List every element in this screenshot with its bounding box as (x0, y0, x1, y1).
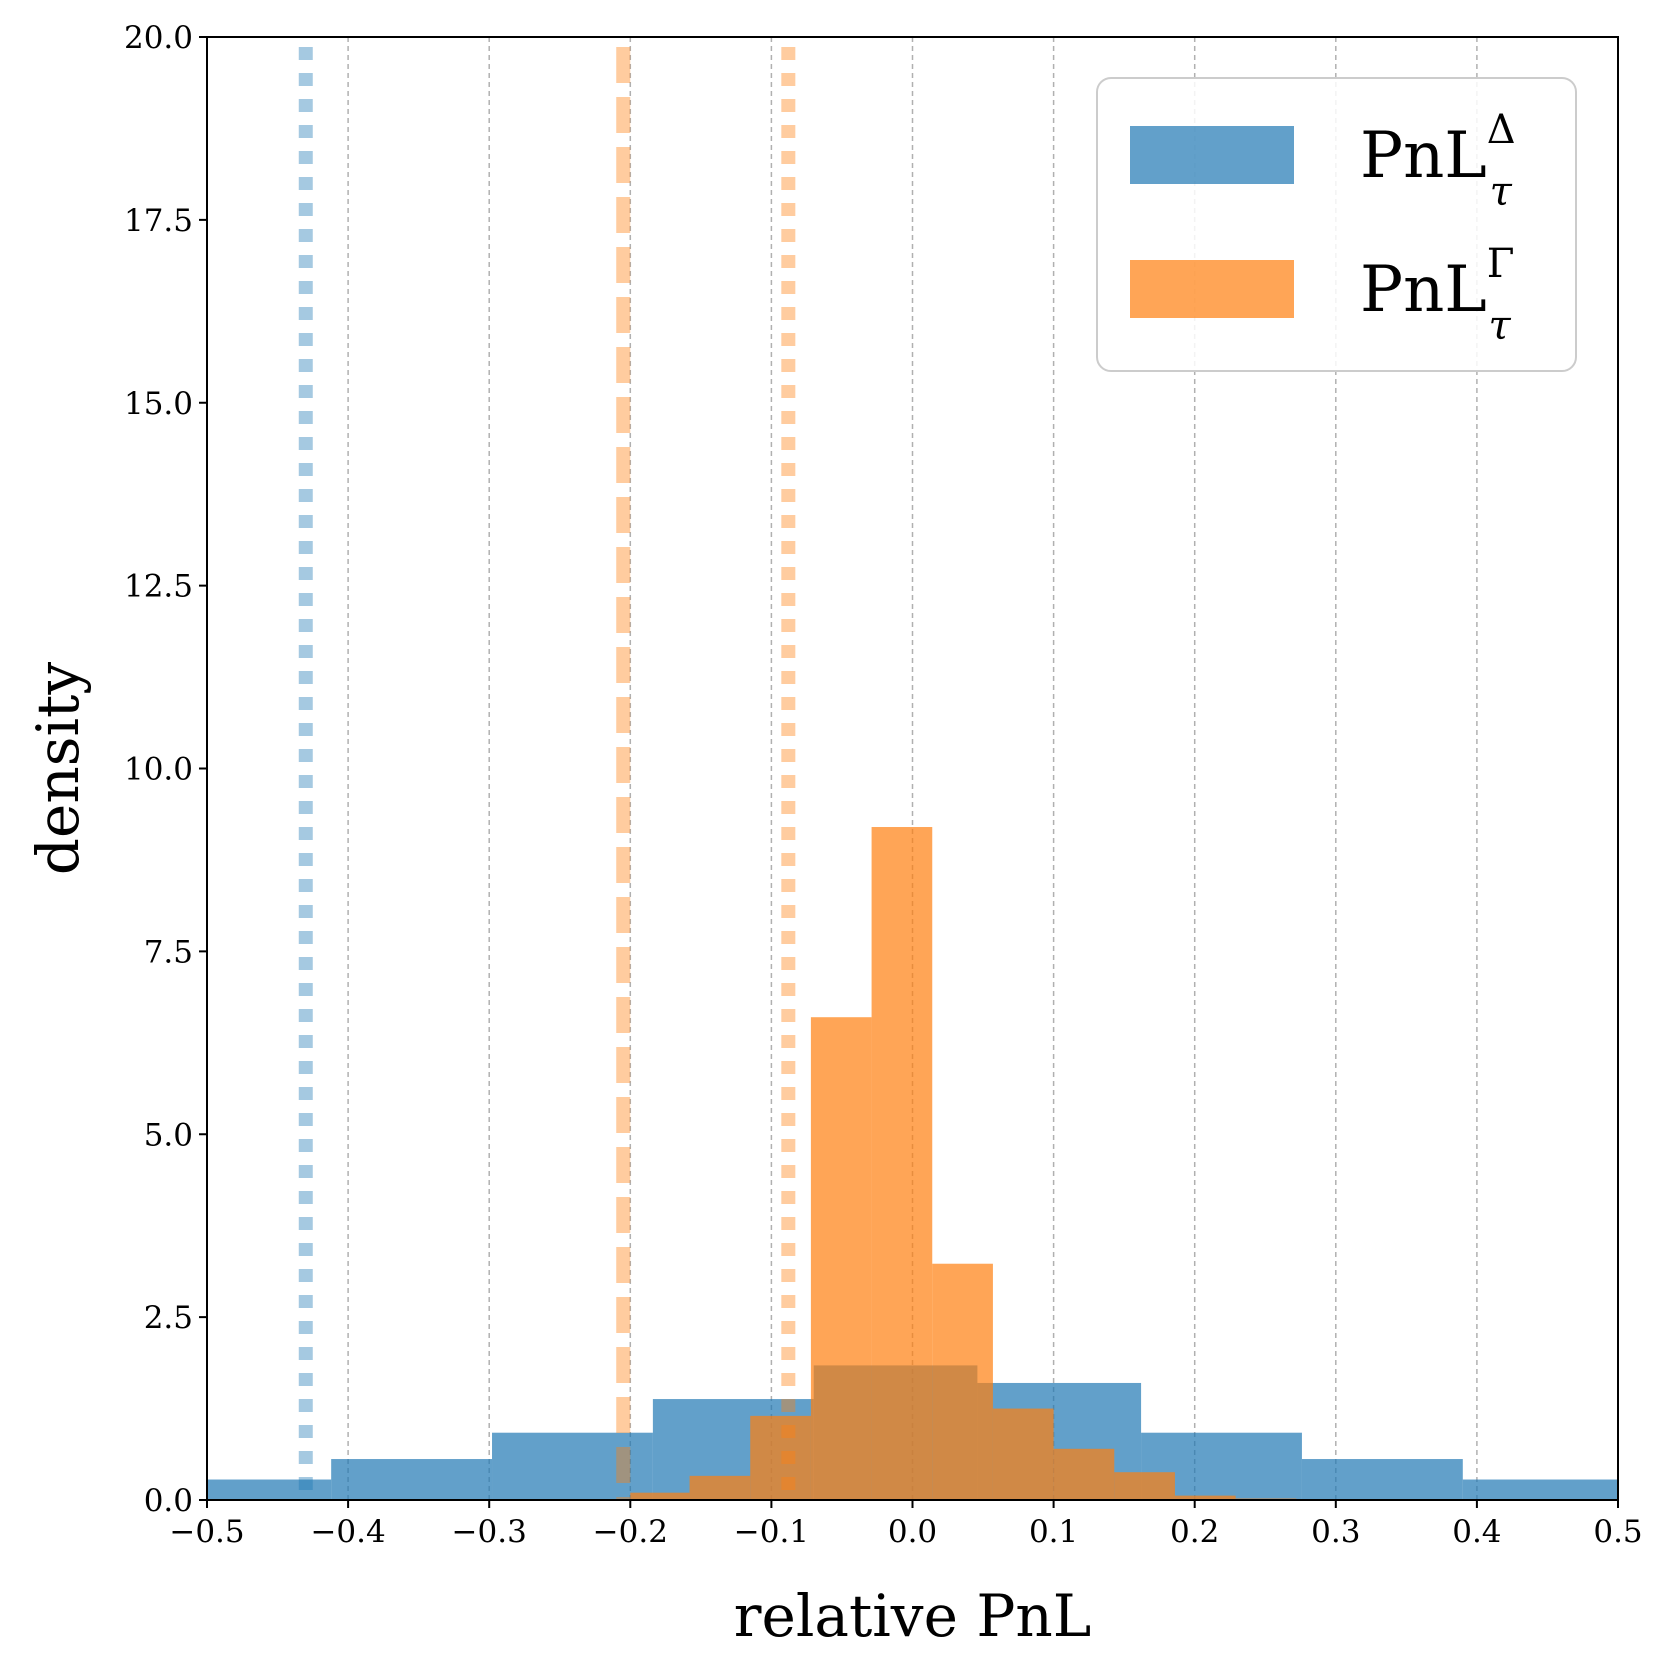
legend-label: PnLΓ τ (1360, 241, 1515, 349)
x-tick-label: −0.1 (734, 1514, 809, 1550)
x-tick-label: −0.5 (169, 1514, 244, 1550)
x-tick-label: −0.2 (593, 1514, 668, 1550)
x-tick-label: 0.0 (888, 1514, 937, 1550)
histogram-bar-series-1 (871, 827, 933, 1500)
y-tick-label: 15.0 (124, 386, 193, 422)
x-tick-label: 0.5 (1593, 1514, 1642, 1550)
legend-label: PnLΔ τ (1360, 107, 1516, 215)
x-tick-label: 0.1 (1029, 1514, 1078, 1550)
y-tick-label: 17.5 (124, 203, 193, 239)
y-tick-label: 10.0 (124, 752, 193, 788)
legend-swatch (1130, 260, 1294, 318)
histogram-bar-series-1 (1114, 1472, 1175, 1500)
histogram-bar-series-1 (750, 1415, 811, 1500)
histogram-bar-series-1 (689, 1475, 751, 1500)
histogram-bar-series-1 (810, 1017, 872, 1500)
x-axis-label: relative PnL (734, 1582, 1091, 1650)
histogram-bar-series-0 (331, 1459, 493, 1500)
histogram-bar-series-0 (207, 1479, 332, 1500)
x-tick-label: −0.3 (452, 1514, 527, 1550)
reference-lines (298, 47, 796, 1500)
histogram-bar-series-0 (1462, 1479, 1618, 1500)
histogram-bar-series-1 (630, 1492, 690, 1500)
histogram-bar-series-1 (992, 1408, 1054, 1500)
y-axis-label: density (24, 662, 92, 875)
y-tick-label: 20.0 (124, 20, 193, 56)
y-tick-label: 0.0 (144, 1483, 193, 1519)
y-tick-label: 12.5 (124, 569, 193, 605)
y-tick-label: 5.0 (144, 1117, 193, 1153)
x-tick-label: 0.3 (1311, 1514, 1360, 1550)
histogram-bar-series-0 (1301, 1459, 1463, 1500)
histogram-bar-series-1 (932, 1263, 993, 1500)
legend-swatch (1130, 126, 1294, 184)
axis-ticks: −0.5 −0.4 −0.3 −0.2 −0.1 0.0 0.1 0.2 0.3 0.4 0.5 0.… (124, 20, 1643, 1550)
x-tick-label: 0.4 (1452, 1514, 1501, 1550)
x-tick-label: 0.2 (1170, 1514, 1219, 1550)
y-tick-label: 2.5 (144, 1300, 193, 1336)
histogram-bars (207, 827, 1618, 1500)
x-tick-label: −0.4 (310, 1514, 385, 1550)
histogram-bar-series-1 (1053, 1448, 1115, 1500)
legend: PnLΔ τ PnLΓ τ (1096, 77, 1577, 372)
y-tick-label: 7.5 (144, 934, 193, 970)
histogram-bar-series-1 (1174, 1495, 1236, 1500)
histogram-bar-series-0 (492, 1432, 653, 1500)
